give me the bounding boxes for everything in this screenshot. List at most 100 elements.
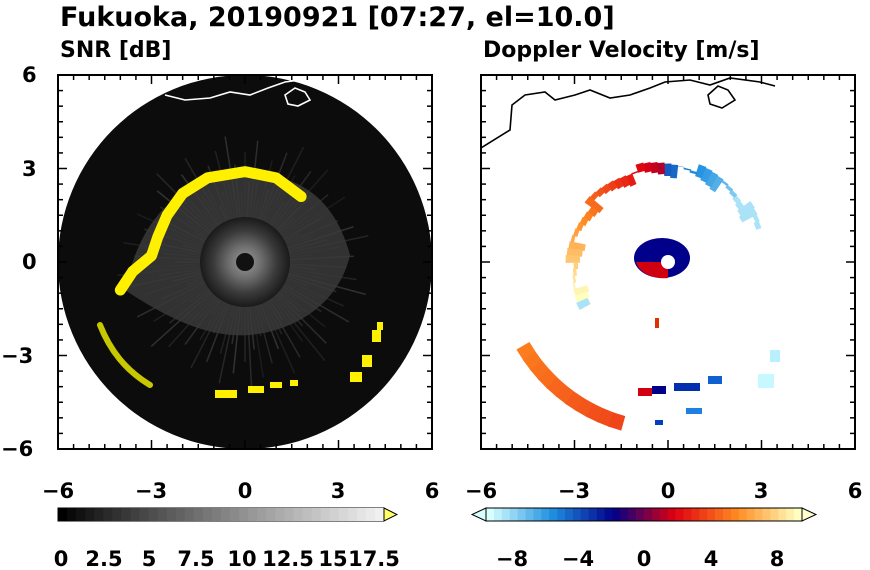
- snr-radar-site: [236, 253, 254, 271]
- snr-colorbar-cell: [202, 508, 213, 521]
- doppler-colorbar-cell: [770, 508, 779, 521]
- doppler-colorbar-cell: [699, 508, 708, 521]
- doppler-colorbar-label: 8: [770, 547, 785, 570]
- doppler-colorbar-cell: [486, 508, 495, 521]
- doppler-colorbar-cell: [612, 508, 621, 521]
- snr-colorbar-cell: [347, 508, 358, 521]
- snr-colorbar-cell: [85, 508, 95, 521]
- doppler-arc-cell: [555, 384, 576, 405]
- snr-colorbar-cell: [320, 508, 330, 521]
- snr-colorbar-cell: [76, 508, 86, 521]
- figure-title: Fukuoka, 20190921 [07:27, el=10.0]: [60, 2, 615, 33]
- doppler-arc-cell: [752, 214, 760, 223]
- doppler-arc-cell: [705, 171, 719, 188]
- snr-colorbar-label: 7.5: [177, 547, 214, 570]
- snr-ytick-label: −6: [1, 437, 33, 461]
- doppler-colorbar-cell: [651, 508, 661, 521]
- doppler-arc-cell: [725, 184, 734, 193]
- snr-colorbar-label: 5: [142, 547, 157, 570]
- doppler-arc-cell: [695, 164, 707, 179]
- snr-colorbar-cell: [184, 508, 195, 521]
- snr-colorbar-cell: [193, 508, 204, 521]
- doppler-arc-cell: [573, 228, 580, 237]
- snr-plot-area: [58, 75, 432, 449]
- doppler-colorbar-cell: [762, 508, 771, 521]
- doppler-xtick-label: −3: [558, 479, 590, 503]
- snr-colorbar-cell: [94, 508, 104, 521]
- doppler-colorbar-label: 0: [637, 547, 652, 570]
- doppler-colorbar-cell: [596, 508, 605, 521]
- doppler-colorbar: [470, 507, 818, 522]
- doppler-colorbar-cell: [746, 508, 755, 521]
- snr-ytick-label: −3: [1, 344, 33, 368]
- doppler-xtick-label: 0: [661, 479, 676, 503]
- doppler-arc-cell: [568, 241, 586, 252]
- snr-colorbar-cell: [356, 508, 367, 521]
- snr-colorbar-cell: [67, 508, 77, 521]
- snr-colorbar-cell: [211, 508, 222, 521]
- doppler-colorbar-cell: [730, 508, 740, 521]
- doppler-arc-cell: [546, 377, 567, 398]
- doppler-colorbar-cell: [572, 508, 582, 521]
- doppler-colorbar-cell: [683, 508, 692, 521]
- doppler-colorbar-cell: [541, 508, 550, 521]
- snr-colorbar-cell: [284, 508, 294, 521]
- doppler-colorbar-cell: [517, 508, 526, 521]
- snr-ytick-label: 6: [22, 63, 37, 87]
- doppler-arc-cell: [572, 281, 576, 290]
- doppler-arc-cell: [574, 291, 590, 304]
- snr-colorbar-cell: [148, 508, 158, 521]
- doppler-arc-cell: [631, 170, 639, 175]
- snr-colorbar-cell: [130, 508, 140, 521]
- doppler-arc-cell: [663, 163, 672, 176]
- doppler-arc-cell: [656, 162, 665, 175]
- doppler-panel-title: Doppler Velocity [m/s]: [483, 38, 760, 63]
- snr-colorbar: [57, 507, 399, 522]
- doppler-arc-cell: [587, 206, 599, 218]
- doppler-colorbar-cell: [786, 508, 795, 521]
- doppler-arc-cell: [721, 179, 729, 187]
- doppler-colorbar-cell: [501, 508, 510, 521]
- doppler-colorbar-cell: [557, 508, 566, 521]
- doppler-arc-cell: [570, 234, 576, 243]
- snr-colorbar-cell: [374, 508, 385, 521]
- snr-colorbar-cell: [266, 508, 276, 521]
- doppler-colorbar-label: −4: [562, 547, 594, 570]
- doppler-arc-cell: [566, 247, 583, 257]
- doppler-arc-cell: [576, 222, 584, 232]
- doppler-colorbar-cell: [565, 508, 574, 521]
- doppler-arc-cell: [612, 177, 624, 190]
- doppler-plot-area: [481, 77, 780, 431]
- doppler-colorbar-cell: [794, 508, 803, 521]
- doppler-radar-site: [661, 255, 675, 269]
- doppler-colorbar-cell: [723, 508, 732, 521]
- snr-colorbar-cell: [365, 508, 376, 521]
- doppler-arc-cell: [584, 196, 604, 214]
- doppler-arc-cell: [689, 170, 698, 175]
- snr-colorbar-cell: [58, 508, 68, 521]
- doppler-arc-cell: [573, 262, 579, 270]
- doppler-arc-cell: [522, 351, 543, 371]
- snr-colorbar-cell: [311, 508, 321, 521]
- snr-lower-arc: [97, 322, 153, 388]
- snr-xtick-label: 3: [331, 479, 346, 503]
- doppler-arc-cell: [606, 180, 618, 192]
- snr-coastline: [164, 79, 346, 101]
- doppler-colorbar-cell: [707, 508, 716, 521]
- doppler-colorbar-cell: [533, 508, 542, 521]
- snr-colorbar-label: 0: [54, 547, 69, 570]
- doppler-arc-cell: [516, 342, 537, 362]
- doppler-colorbar-cell: [667, 508, 676, 521]
- doppler-colorbar-cell: [604, 508, 613, 521]
- doppler-colorbar-cell: [778, 508, 787, 521]
- snr-colorbar-label: 2.5: [85, 547, 122, 570]
- snr-high-arc: [114, 166, 307, 296]
- snr-ytick-label: 0: [22, 250, 37, 274]
- snr-ytick-label: 3: [22, 157, 37, 181]
- doppler-arc-cell: [565, 254, 581, 263]
- doppler-colorbar-cell: [754, 508, 763, 521]
- doppler-arc-cell: [649, 162, 659, 174]
- snr-colorbar-cell: [329, 508, 340, 521]
- doppler-arc-cell: [572, 268, 577, 277]
